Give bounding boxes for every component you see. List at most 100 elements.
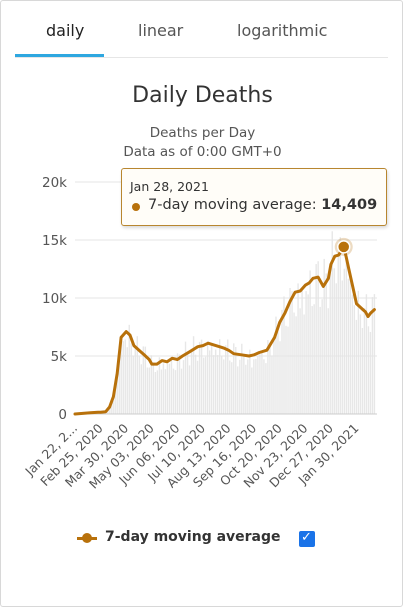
daily-bar (147, 367, 148, 414)
daily-bar (257, 356, 258, 414)
daily-bar (209, 350, 210, 414)
daily-bar (307, 294, 308, 414)
daily-bar (311, 306, 312, 414)
daily-bar (213, 355, 214, 414)
daily-bar (287, 327, 288, 414)
daily-bar (139, 357, 140, 414)
daily-bar (157, 370, 158, 414)
daily-bar (273, 341, 274, 414)
daily-bar (163, 363, 164, 414)
daily-bar (169, 364, 170, 414)
tooltip-series: 7-day moving average: 14,409 (148, 197, 377, 213)
daily-bar (352, 295, 353, 414)
daily-bar (249, 350, 250, 414)
daily-bar (348, 279, 349, 414)
daily-bar (217, 355, 218, 414)
daily-bar (334, 268, 335, 414)
daily-bar (313, 304, 314, 414)
daily-bar (177, 353, 178, 414)
tooltip-date: Jan 28, 2021 (130, 179, 209, 194)
daily-bar (368, 326, 369, 414)
daily-bar (354, 305, 355, 414)
daily-bar (271, 355, 272, 414)
daily-bar (183, 360, 184, 414)
daily-bar (181, 369, 182, 414)
daily-bar (191, 349, 192, 414)
daily-bar (149, 368, 150, 414)
daily-bar (203, 358, 204, 414)
daily-bar (362, 328, 363, 414)
daily-bar (127, 347, 128, 414)
daily-bar (251, 368, 252, 414)
legend-label: 7-day moving average (105, 529, 281, 545)
daily-bar (342, 280, 343, 414)
daily-bar (229, 360, 230, 414)
daily-bar (261, 353, 262, 414)
daily-bar (309, 270, 310, 414)
daily-bar (326, 273, 327, 414)
daily-bar (155, 372, 156, 414)
daily-bar (253, 359, 254, 414)
daily-bar (223, 359, 224, 414)
daily-bar (374, 294, 375, 414)
daily-bar (277, 331, 278, 414)
daily-bar (171, 357, 172, 414)
daily-bar (330, 272, 331, 414)
daily-bar (247, 359, 248, 414)
daily-bar (239, 360, 240, 414)
daily-bar (372, 297, 373, 414)
daily-bar (344, 269, 345, 414)
daily-bar (237, 366, 238, 414)
daily-bar (356, 320, 357, 414)
daily-bar (123, 341, 124, 414)
daily-bar (346, 261, 347, 414)
daily-bar (319, 307, 320, 414)
daily-bar (197, 361, 198, 414)
data-tooltip: Jan 28, 2021 7-day moving average: 14,40… (121, 168, 387, 226)
daily-bar (189, 365, 190, 414)
daily-bar (243, 356, 244, 414)
daily-bar (225, 345, 226, 414)
daily-bar (141, 364, 142, 414)
daily-bar (299, 308, 300, 414)
daily-bar (301, 291, 302, 414)
daily-bar (173, 369, 174, 414)
daily-bar (165, 369, 166, 414)
checkmark-icon: ✓ (301, 530, 312, 545)
daily-bar (358, 291, 359, 414)
highlight-point (338, 241, 350, 253)
daily-bar (219, 339, 220, 414)
daily-bar (350, 276, 351, 414)
daily-bar (167, 363, 168, 414)
daily-bar (293, 313, 294, 414)
y-tick-label: 15k (42, 233, 67, 249)
daily-bar (179, 354, 180, 414)
daily-bar (281, 310, 282, 414)
legend-marker-icon (82, 533, 92, 543)
daily-bar (328, 308, 329, 414)
y-tick-label: 0 (58, 407, 67, 423)
daily-bar (321, 299, 322, 414)
daily-bar (133, 356, 134, 414)
daily-bar (305, 291, 306, 414)
daily-bar (259, 354, 260, 414)
daily-bar (153, 362, 154, 414)
daily-bar (279, 341, 280, 414)
daily-bar (289, 288, 290, 414)
daily-bar (291, 291, 292, 414)
daily-bar (175, 370, 176, 414)
daily-bar (159, 357, 160, 414)
daily-bar (135, 346, 136, 414)
series-visibility-checkbox[interactable]: ✓ (299, 531, 315, 547)
daily-bar (338, 254, 339, 414)
daily-bar (201, 340, 202, 414)
daily-bar (370, 332, 371, 414)
daily-bar (231, 362, 232, 414)
y-tick-label: 5k (51, 349, 68, 365)
daily-bar (265, 363, 266, 414)
daily-bar (336, 283, 337, 414)
daily-bar (221, 356, 222, 414)
y-tick-label: 10k (42, 291, 67, 307)
daily-bar (315, 264, 316, 414)
